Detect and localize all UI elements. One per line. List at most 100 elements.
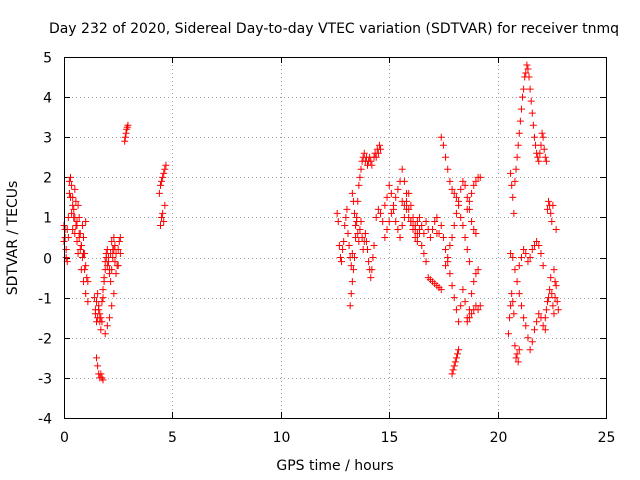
- data-point: [535, 242, 543, 250]
- data-point: [547, 274, 555, 282]
- data-point: [552, 282, 560, 290]
- x-tick-label: 15: [381, 430, 399, 446]
- y-tick-label: -2: [38, 332, 52, 348]
- data-point: [429, 225, 437, 233]
- data-point: [548, 290, 556, 298]
- data-point: [106, 314, 114, 322]
- data-point: [398, 197, 406, 205]
- data-point: [519, 93, 527, 101]
- data-point: [516, 117, 524, 125]
- y-tick-label: 2: [43, 171, 52, 187]
- plot-frame: [64, 57, 607, 419]
- data-point: [348, 189, 356, 197]
- data-point: [336, 254, 344, 262]
- data-point: [65, 189, 73, 197]
- data-point: [374, 149, 382, 157]
- data-point: [407, 201, 415, 209]
- series-arc-g3: [442, 177, 480, 270]
- data-point: [352, 221, 360, 229]
- data-point: [333, 209, 341, 217]
- data-point: [372, 153, 380, 161]
- data-point: [97, 326, 105, 334]
- data-point: [455, 318, 463, 326]
- data-point: [335, 242, 343, 250]
- data-point: [515, 262, 523, 270]
- data-point: [448, 234, 456, 241]
- data-point: [101, 330, 109, 338]
- data-point: [549, 302, 557, 310]
- data-point: [535, 157, 543, 165]
- data-point: [448, 185, 456, 193]
- data-point: [115, 238, 123, 246]
- grid-lines: [64, 57, 606, 418]
- data-point: [520, 314, 528, 322]
- data-point: [75, 229, 83, 237]
- data-point: [541, 153, 549, 161]
- data-point: [461, 234, 469, 241]
- data-point: [513, 350, 521, 358]
- data-point: [68, 181, 76, 189]
- data-point: [368, 266, 376, 274]
- data-point: [62, 246, 70, 254]
- data-point: [369, 254, 377, 262]
- data-point: [62, 254, 70, 262]
- data-point: [403, 205, 411, 213]
- data-point: [533, 318, 541, 326]
- data-point: [65, 177, 73, 185]
- data-point: [352, 234, 360, 241]
- data-point: [349, 266, 357, 274]
- data-point: [400, 201, 408, 209]
- data-point: [84, 278, 92, 286]
- data-point: [161, 165, 169, 173]
- data-point: [542, 306, 550, 314]
- data-point: [162, 161, 170, 169]
- data-point: [551, 278, 559, 286]
- data-point: [515, 129, 523, 137]
- data-point: [537, 141, 545, 149]
- data-point: [159, 173, 167, 181]
- data-point: [377, 209, 385, 217]
- series-arc-g2: [437, 133, 473, 266]
- data-point: [452, 306, 460, 314]
- data-point: [465, 314, 473, 322]
- series-arc-g4: [463, 173, 484, 213]
- series-arc-b1: [90, 234, 124, 334]
- series-arc-f1: [372, 181, 424, 241]
- data-point: [517, 302, 525, 310]
- data-point: [387, 209, 395, 217]
- data-point: [463, 205, 471, 213]
- data-point: [372, 213, 380, 221]
- data-point: [536, 149, 544, 157]
- data-point: [97, 314, 105, 322]
- data-point: [418, 221, 426, 229]
- data-point: [472, 270, 480, 278]
- series-arc-f2: [381, 165, 430, 266]
- data-point: [365, 258, 373, 266]
- data-point: [355, 181, 363, 189]
- y-tick-label: 4: [43, 91, 52, 107]
- data-point: [530, 133, 538, 141]
- data-point: [439, 141, 447, 149]
- data-point: [552, 225, 560, 233]
- data-point: [106, 270, 114, 278]
- data-point: [108, 302, 116, 310]
- data-point: [122, 129, 130, 137]
- series-arc-h3: [507, 250, 549, 354]
- data-point: [442, 246, 450, 254]
- data-point: [108, 238, 116, 246]
- data-point: [422, 217, 430, 225]
- data-point: [357, 165, 365, 173]
- data-point: [455, 346, 463, 354]
- data-point: [407, 217, 415, 225]
- data-point: [100, 274, 108, 282]
- data-point: [361, 229, 369, 237]
- data-point: [510, 209, 518, 217]
- data-point: [69, 225, 77, 233]
- data-point: [78, 254, 86, 262]
- data-point: [474, 306, 482, 314]
- data-point: [99, 376, 107, 384]
- data-point: [398, 221, 406, 229]
- data-point: [470, 225, 478, 233]
- y-tick-label: -3: [38, 372, 52, 388]
- data-point: [161, 201, 169, 209]
